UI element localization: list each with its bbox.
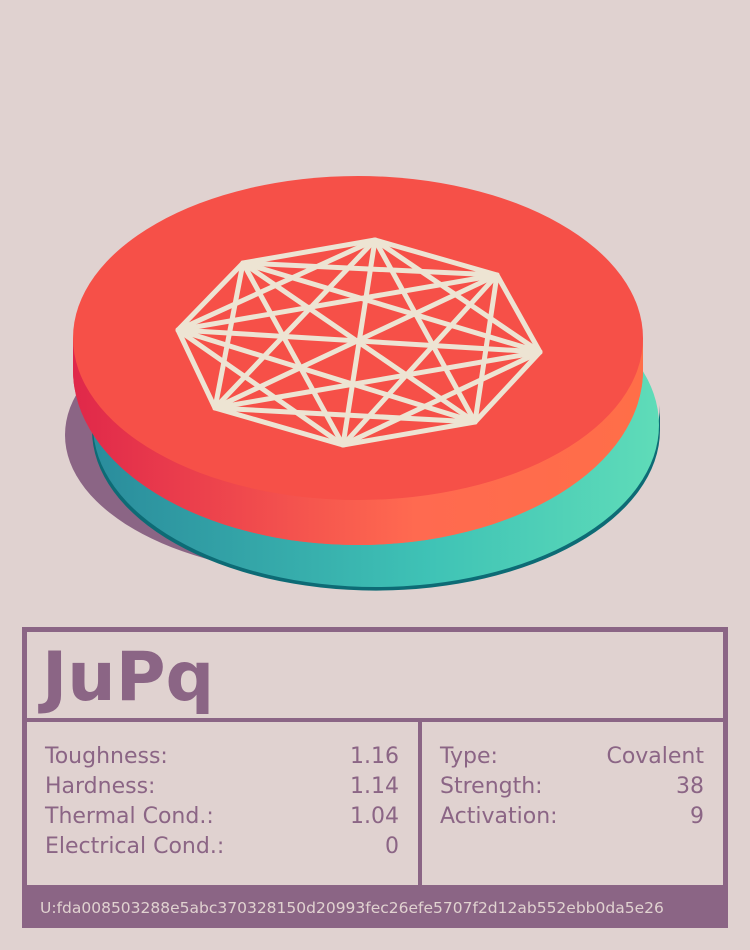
graph-edge — [240, 260, 500, 278]
graph-edge — [240, 260, 543, 355]
graph-edge — [340, 419, 478, 448]
graph — [175, 237, 543, 448]
stat-value: 1.04 — [350, 804, 399, 829]
stat-label: Thermal Cond.: — [44, 804, 214, 829]
stat-label: Strength: — [440, 774, 543, 799]
stat-label: Type: — [439, 744, 498, 769]
graph-edge — [175, 327, 346, 448]
footer-band — [22, 885, 728, 928]
stat-value: 1.16 — [350, 744, 399, 769]
stat-value: 1.14 — [350, 774, 399, 799]
graph-edge — [372, 237, 500, 278]
stat-label: Activation: — [440, 804, 558, 829]
stat-value: 38 — [676, 774, 704, 799]
title: JuPq — [38, 638, 214, 717]
graph-edge — [212, 405, 346, 448]
stat-label: Hardness: — [45, 774, 155, 799]
graph-edge — [212, 405, 478, 425]
graph-edge — [212, 349, 543, 411]
graph-edge — [240, 260, 346, 448]
graph-edge — [472, 349, 543, 425]
graph-edge — [175, 327, 218, 411]
graph-edge — [240, 260, 478, 425]
stat-value: 9 — [690, 804, 704, 829]
graph-edge — [212, 260, 246, 411]
footer-id: U:fda008503288e5abc370328150d20993fec26e… — [40, 899, 664, 917]
graph-edge — [175, 260, 246, 333]
stat-value: 0 — [385, 834, 399, 859]
graph-edge — [494, 272, 543, 355]
stat-value: Covalent — [606, 744, 704, 769]
graph-edge — [240, 237, 378, 266]
stat-label: Electrical Cond.: — [45, 834, 224, 859]
stat-label: Toughness: — [44, 744, 168, 769]
